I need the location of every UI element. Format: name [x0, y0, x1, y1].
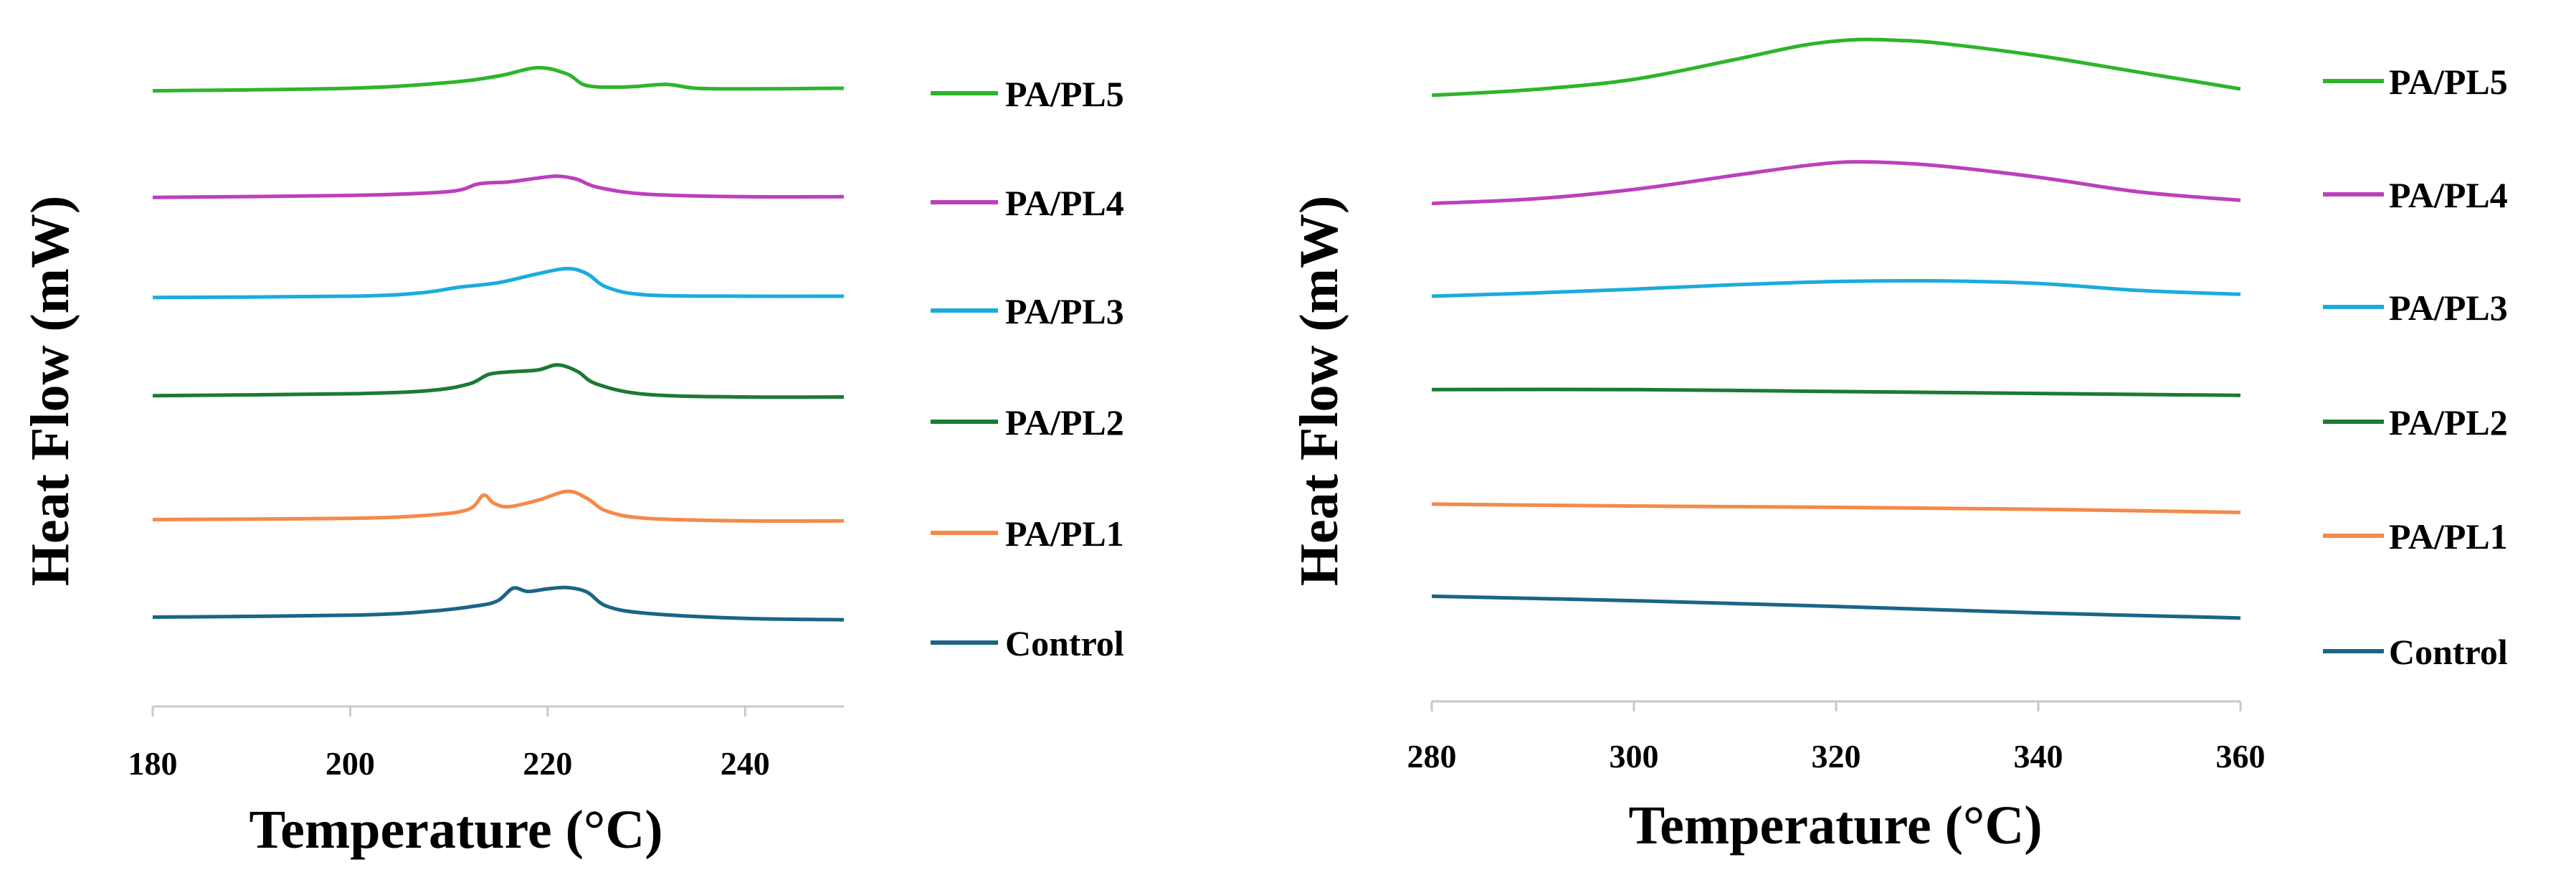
series-line-pa-pl1: [1431, 502, 2241, 514]
series-line-pa-pl5: [1431, 37, 2241, 98]
legend-item-pa-pl2: PA/PL2: [2323, 402, 2508, 442]
legend-label: Control: [2389, 632, 2508, 672]
chart-panel-left: Heat Flow (mW) 180 200 220 240 Temperature …: [20, 65, 1124, 860]
legend-right: PA/PL5 PA/PL4 PA/PL3 PA/PL2 PA/PL1 Contr…: [2323, 62, 2508, 672]
x-ticks-right: 280 300 320 340 360: [1407, 701, 2266, 775]
legend-item-pa-pl3: PA/PL3: [931, 291, 1124, 331]
legend-label: PA/PL5: [1005, 74, 1124, 114]
x-axis-title-left: Temperature (°C): [249, 800, 662, 860]
x-tick-label: 360: [2216, 738, 2266, 775]
legend-label: PA/PL1: [1005, 514, 1124, 554]
x-tick-label: 300: [1610, 738, 1659, 775]
series-group-left: [152, 65, 845, 622]
legend-label: PA/PL4: [2389, 175, 2508, 215]
legend-label: PA/PL1: [2389, 516, 2508, 557]
y-axis-title-left: Heat Flow (mW): [20, 196, 80, 587]
x-tick-label: 220: [523, 745, 572, 782]
series-line-pa-pl2: [152, 363, 845, 399]
series-line-pa-pl1: [152, 489, 845, 524]
legend-item-control: Control: [931, 623, 1124, 663]
legend-label: PA/PL2: [2389, 402, 2508, 442]
legend-label: PA/PL4: [1005, 183, 1124, 223]
legend-item-pa-pl4: PA/PL4: [931, 183, 1124, 223]
series-line-pa-pl3: [152, 267, 845, 300]
chart-panel-right: Heat Flow (mW) 280 300 320 340 360 Temperatu…: [1289, 37, 2508, 856]
x-tick-label: 180: [128, 745, 178, 782]
x-tick-label: 320: [1812, 738, 1861, 775]
legend-item-pa-pl2: PA/PL2: [931, 402, 1124, 442]
series-line-control: [152, 585, 845, 622]
legend-item-pa-pl5: PA/PL5: [931, 74, 1124, 114]
legend-label: Control: [1005, 623, 1124, 663]
legend-label: PA/PL5: [2389, 62, 2508, 102]
legend-item-pa-pl5: PA/PL5: [2323, 62, 2508, 102]
x-tick-label: 200: [325, 745, 375, 782]
series-group-right: [1431, 37, 2241, 620]
series-line-pa-pl2: [1431, 387, 2241, 397]
x-axis-title-right: Temperature (°C): [1628, 795, 2042, 856]
legend-label: PA/PL3: [1005, 291, 1124, 331]
y-axis-title-right: Heat Flow (mW): [1289, 196, 1349, 587]
legend-item-pa-pl1: PA/PL1: [2323, 516, 2508, 557]
legend-label: PA/PL3: [2389, 288, 2508, 328]
series-line-pa-pl4: [152, 174, 845, 199]
series-line-pa-pl3: [1431, 278, 2241, 298]
series-line-pa-pl5: [152, 65, 845, 93]
legend-left: PA/PL5 PA/PL4 PA/PL3 PA/PL2 PA/PL1 Contr…: [931, 74, 1124, 663]
x-tick-label: 240: [721, 745, 770, 782]
x-tick-label: 280: [1407, 738, 1457, 775]
series-line-pa-pl4: [1431, 160, 2241, 206]
x-ticks-left: 180 200 220 240: [128, 706, 770, 782]
x-tick-label: 340: [2014, 738, 2063, 775]
legend-item-control: Control: [2323, 632, 2508, 672]
series-line-control: [1431, 594, 2241, 620]
legend-label: PA/PL2: [1005, 402, 1124, 442]
legend-item-pa-pl1: PA/PL1: [931, 514, 1124, 554]
legend-item-pa-pl3: PA/PL3: [2323, 288, 2508, 328]
legend-item-pa-pl4: PA/PL4: [2323, 175, 2508, 215]
